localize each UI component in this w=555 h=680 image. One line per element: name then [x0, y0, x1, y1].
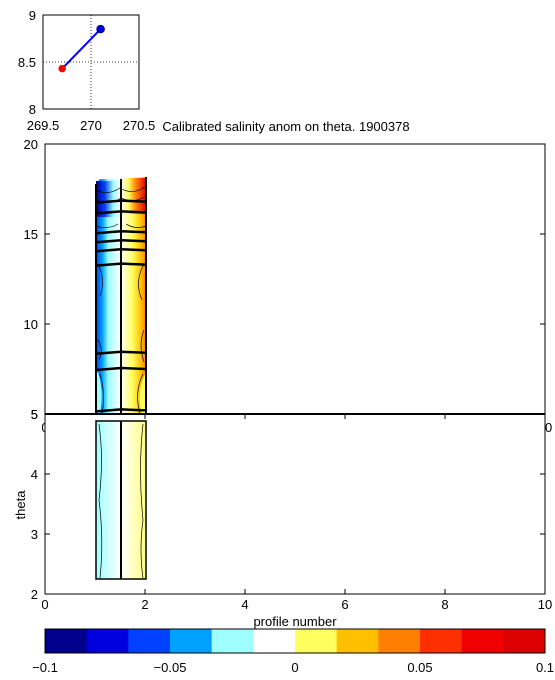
- colorbar-cell: [503, 629, 545, 653]
- upper-top-red-region: [121, 178, 146, 214]
- colorbar: −0.1 −0.05 0 0.05 0.1: [32, 629, 554, 675]
- colorbar-tick-neg-005: −0.05: [154, 660, 187, 675]
- lower-strip-left-fill: [96, 421, 121, 579]
- x-axis-label: profile number: [253, 614, 337, 629]
- colorbar-cell: [295, 629, 337, 653]
- loc-ytick-8-5: 8.5: [18, 55, 36, 70]
- colorbar-cell: [45, 629, 87, 653]
- lower-strip-right-fill: [121, 421, 146, 579]
- colorbar-cell: [212, 629, 254, 653]
- lower-ytick-2: 2: [31, 587, 38, 602]
- colorbar-cell: [462, 629, 504, 653]
- upper-ytick-10: 10: [24, 317, 38, 332]
- loc-xtick-270: 270: [80, 118, 102, 133]
- loc-xtick-269-5: 269.5: [27, 118, 60, 133]
- lower-data-strip: [96, 421, 146, 579]
- colorbar-cell: [337, 629, 379, 653]
- float-position-point-2: [97, 26, 104, 33]
- lower-panel: 5 4 3 2 0 2 4 6 8 10 profile number thet…: [13, 407, 552, 629]
- lower-xtick-10: 10: [538, 597, 552, 612]
- colorbar-tick-zero: 0: [291, 660, 298, 675]
- colorbar-cell: [420, 629, 462, 653]
- lower-xtick-0: 0: [41, 597, 48, 612]
- colorbar-cell: [170, 629, 212, 653]
- lower-xtick-6: 6: [341, 597, 348, 612]
- location-plot: 9 8.5 8 269.5 270 270.5: [18, 8, 155, 133]
- loc-ytick-8: 8: [29, 102, 36, 117]
- colorbar-cell: [378, 629, 420, 653]
- colorbar-tick-max: 0.1: [536, 660, 554, 675]
- upper-data-strip: [96, 177, 146, 414]
- colorbar-cell: [253, 629, 295, 653]
- upper-panel: Calibrated salinity anom on theta. 19003…: [24, 119, 553, 435]
- y-axis-label: theta: [13, 490, 28, 520]
- upper-ytick-15: 15: [24, 227, 38, 242]
- colorbar-cell: [128, 629, 170, 653]
- loc-ytick-9: 9: [29, 8, 36, 23]
- lower-xtick-4: 4: [241, 597, 248, 612]
- chart-title: Calibrated salinity anom on theta. 19003…: [162, 119, 409, 134]
- colorbar-tick-005: 0.05: [407, 660, 432, 675]
- lower-xtick-8: 8: [441, 597, 448, 612]
- loc-xtick-270-5: 270.5: [123, 118, 156, 133]
- lower-ytick-3: 3: [31, 527, 38, 542]
- float-position-point-1: [59, 66, 65, 72]
- upper-ytick-20: 20: [24, 137, 38, 152]
- colorbar-tick-min: −0.1: [32, 660, 58, 675]
- upper-mid-yellow-region: [121, 262, 146, 306]
- lower-ytick-5: 5: [31, 407, 38, 422]
- colorbar-cell: [87, 629, 129, 653]
- lower-ytick-4: 4: [31, 467, 38, 482]
- lower-xtick-2: 2: [141, 597, 148, 612]
